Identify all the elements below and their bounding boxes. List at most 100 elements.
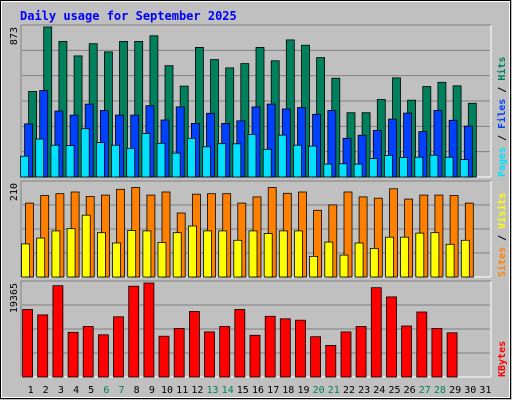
legend-separator: / bbox=[497, 129, 508, 147]
x-tick-label: 30 bbox=[464, 385, 476, 396]
bar-pages-day-24 bbox=[368, 158, 378, 178]
bar-kbytes-day-17 bbox=[264, 315, 276, 378]
bar-visits-day-9 bbox=[142, 230, 152, 278]
bar-kbytes-day-18 bbox=[279, 318, 291, 378]
bar-kbytes-day-14 bbox=[219, 326, 231, 378]
bar-visits-day-19 bbox=[294, 230, 303, 278]
x-tick-label: 2 bbox=[43, 385, 49, 396]
legend-entry: Sites bbox=[496, 247, 508, 277]
x-tick-label: 14 bbox=[222, 385, 234, 396]
bar-pages-day-1 bbox=[20, 155, 30, 178]
x-tick-label: 15 bbox=[237, 385, 249, 396]
bar-visits-day-18 bbox=[278, 230, 288, 278]
bar-pages-day-8 bbox=[126, 147, 136, 178]
bar-pages-day-12 bbox=[186, 137, 196, 178]
x-tick-label: 31 bbox=[479, 385, 491, 396]
bar-visits-day-3 bbox=[51, 230, 61, 278]
x-tick-label: 20 bbox=[313, 385, 325, 396]
x-tick-label: 6 bbox=[103, 385, 109, 396]
x-tick-label: 18 bbox=[282, 385, 294, 396]
bar-kbytes-day-19 bbox=[295, 319, 306, 378]
bar-kbytes-day-7 bbox=[113, 316, 124, 378]
bar-pages-day-13 bbox=[202, 146, 211, 178]
legend-entry: Hits bbox=[496, 57, 508, 81]
bar-kbytes-day-28 bbox=[431, 328, 443, 378]
x-tick-label: 12 bbox=[191, 385, 203, 396]
legend-kbytes: KBytes bbox=[497, 341, 508, 377]
bar-pages-day-17 bbox=[262, 148, 272, 178]
bar-kbytes-day-26 bbox=[401, 325, 413, 378]
legend-entry: Pages bbox=[497, 147, 508, 177]
bar-pages-day-16 bbox=[247, 133, 257, 178]
legend-sites: Sites / Visits bbox=[496, 193, 508, 277]
bar-visits-day-30 bbox=[460, 239, 470, 278]
bar-pages-day-2 bbox=[35, 138, 45, 178]
bar-visits-day-20 bbox=[309, 255, 319, 278]
bar-pages-day-23 bbox=[353, 163, 363, 178]
x-tick-label: 26 bbox=[404, 385, 416, 396]
y-max-label: 873 bbox=[9, 27, 20, 45]
bar-visits-day-21 bbox=[324, 241, 334, 278]
bar-visits-day-1 bbox=[21, 243, 31, 278]
bar-visits-day-29 bbox=[445, 243, 455, 278]
y-max-label: 19365 bbox=[9, 283, 20, 313]
x-tick-label: 4 bbox=[73, 385, 79, 396]
bar-visits-day-25 bbox=[385, 236, 394, 278]
bar-kbytes-day-29 bbox=[446, 332, 458, 378]
bar-visits-day-28 bbox=[430, 232, 440, 278]
legend-entry: KBytes bbox=[497, 341, 508, 377]
bar-kbytes-day-12 bbox=[188, 311, 200, 378]
chart-title: Daily usage for September 2025 bbox=[20, 9, 237, 23]
x-tick-label: 22 bbox=[343, 385, 355, 396]
bar-visits-day-16 bbox=[248, 230, 258, 278]
bar-pages-day-14 bbox=[217, 143, 227, 178]
bar-kbytes-day-9 bbox=[143, 282, 155, 378]
bar-pages-day-28 bbox=[429, 154, 439, 178]
bar-pages-day-15 bbox=[232, 143, 242, 178]
bar-kbytes-day-23 bbox=[355, 326, 367, 378]
x-tick-label: 28 bbox=[434, 385, 446, 396]
bar-kbytes-day-13 bbox=[204, 331, 215, 378]
bar-pages-day-10 bbox=[156, 142, 166, 178]
bar-kbytes-day-1 bbox=[22, 309, 34, 378]
legend-separator: / bbox=[497, 229, 508, 247]
x-tick-label: 19 bbox=[297, 385, 309, 396]
bar-pages-day-4 bbox=[65, 145, 75, 178]
bar-visits-day-5 bbox=[81, 214, 91, 278]
bar-visits-day-4 bbox=[66, 228, 76, 278]
x-tick-label: 7 bbox=[118, 385, 124, 396]
bar-pages-day-19 bbox=[293, 144, 302, 178]
chart-panels: 873 Pages / Files / Hits 210 Sites / Visits… bbox=[9, 24, 508, 378]
bar-kbytes-day-11 bbox=[173, 328, 185, 378]
bar-visits-day-22 bbox=[339, 254, 349, 278]
bar-pages-day-22 bbox=[338, 163, 348, 178]
x-tick-label: 24 bbox=[373, 385, 385, 396]
panel-sites: 210 Sites / Visits bbox=[9, 180, 508, 278]
panel-kbytes: 19365 KBytes bbox=[9, 280, 508, 378]
bar-kbytes-day-25 bbox=[386, 296, 397, 378]
x-tick-label: 25 bbox=[388, 385, 400, 396]
bar-kbytes-day-10 bbox=[158, 335, 170, 378]
bar-visits-day-12 bbox=[187, 225, 197, 278]
bar-visits-day-17 bbox=[263, 233, 273, 278]
legend-traffic: Pages / Files / Hits bbox=[496, 57, 508, 177]
bar-kbytes-day-20 bbox=[310, 336, 322, 378]
bar-visits-day-14 bbox=[218, 230, 228, 278]
x-tick-label: 8 bbox=[134, 385, 140, 396]
bar-pages-day-9 bbox=[141, 133, 151, 178]
x-tick-label: 13 bbox=[206, 385, 218, 396]
bar-visits-day-15 bbox=[233, 239, 243, 278]
x-tick-label: 17 bbox=[267, 385, 279, 396]
bar-kbytes-day-4 bbox=[67, 331, 79, 378]
bar-pages-day-30 bbox=[459, 159, 469, 178]
bar-pages-day-11 bbox=[171, 152, 181, 178]
panel-traffic: 873 Pages / Files / Hits bbox=[9, 24, 508, 178]
bar-pages-day-29 bbox=[444, 156, 454, 178]
bar-pages-day-20 bbox=[308, 145, 318, 178]
x-tick-label: 27 bbox=[419, 385, 431, 396]
bar-visits-day-8 bbox=[127, 229, 137, 278]
bar-pages-day-7 bbox=[111, 144, 120, 178]
x-tick-label: 1 bbox=[28, 385, 34, 396]
bar-pages-day-5 bbox=[80, 128, 90, 178]
bar-visits-day-10 bbox=[157, 242, 167, 278]
